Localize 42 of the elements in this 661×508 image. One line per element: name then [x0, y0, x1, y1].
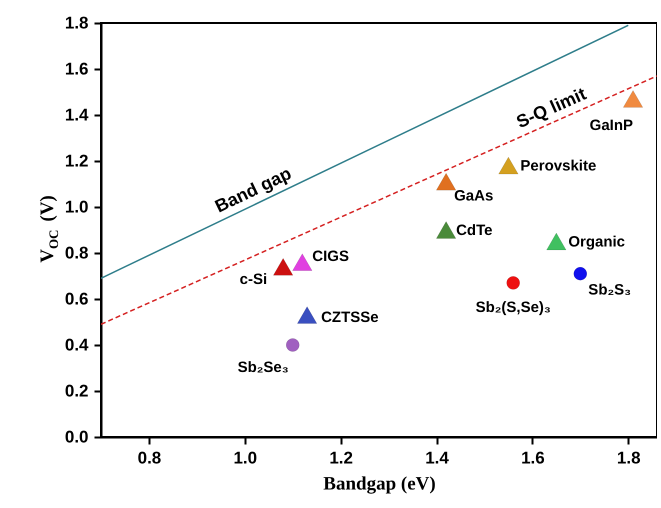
- y-tick-label: 0.8: [64, 244, 88, 262]
- y-axis-title: VOC (V): [37, 195, 61, 263]
- series-label: CdTe: [456, 222, 492, 239]
- x-tick-label: 1.0: [233, 448, 258, 468]
- x-axis-title: Bandgap (eV): [323, 474, 436, 494]
- point: [506, 276, 520, 290]
- x-tick-label: 1.2: [329, 448, 353, 468]
- point: [297, 306, 318, 324]
- y-tick-label: 0.2: [64, 382, 88, 400]
- y-tick-label: 1.4: [64, 106, 90, 124]
- series-label: Sb₂Se₃: [238, 359, 289, 376]
- series-label: Sb₂(S,Se)₃: [476, 298, 551, 316]
- x-tick-label: 1.4: [425, 448, 450, 468]
- point: [273, 258, 294, 276]
- series-label: Sb₂S₃: [588, 282, 632, 299]
- point: [574, 266, 588, 280]
- y-tick-label: 0.6: [64, 290, 88, 308]
- y-tick-label: 0.4: [64, 336, 90, 354]
- y-tick-label: 1.8: [64, 14, 88, 32]
- y-tick-label: 1.6: [64, 60, 88, 78]
- y-tick-label: 1.2: [64, 152, 88, 170]
- y-tick-label: 1.0: [64, 198, 88, 216]
- point: [546, 232, 566, 250]
- text: S-Q limit: [513, 84, 590, 132]
- text: Band gap: [212, 163, 294, 217]
- point: [623, 90, 644, 108]
- x-tick-label: 1.6: [521, 448, 545, 468]
- series-label: GaInP: [590, 116, 634, 134]
- x-tick-label: 1.8: [616, 448, 641, 468]
- point: [498, 156, 518, 174]
- series-label: CZTSSe: [321, 309, 379, 326]
- series-label: Organic: [568, 234, 626, 250]
- point: [436, 173, 456, 190]
- series-label: c-Si: [240, 270, 268, 288]
- point: [292, 254, 312, 271]
- series-label: GaAs: [454, 188, 494, 205]
- x-tick-label: 0.8: [138, 448, 162, 468]
- series-label: CIGS: [312, 248, 349, 266]
- point: [286, 338, 300, 352]
- series-label: Perovskite: [520, 158, 596, 175]
- point: [436, 221, 456, 239]
- y-tick-label: 0.0: [64, 428, 88, 446]
